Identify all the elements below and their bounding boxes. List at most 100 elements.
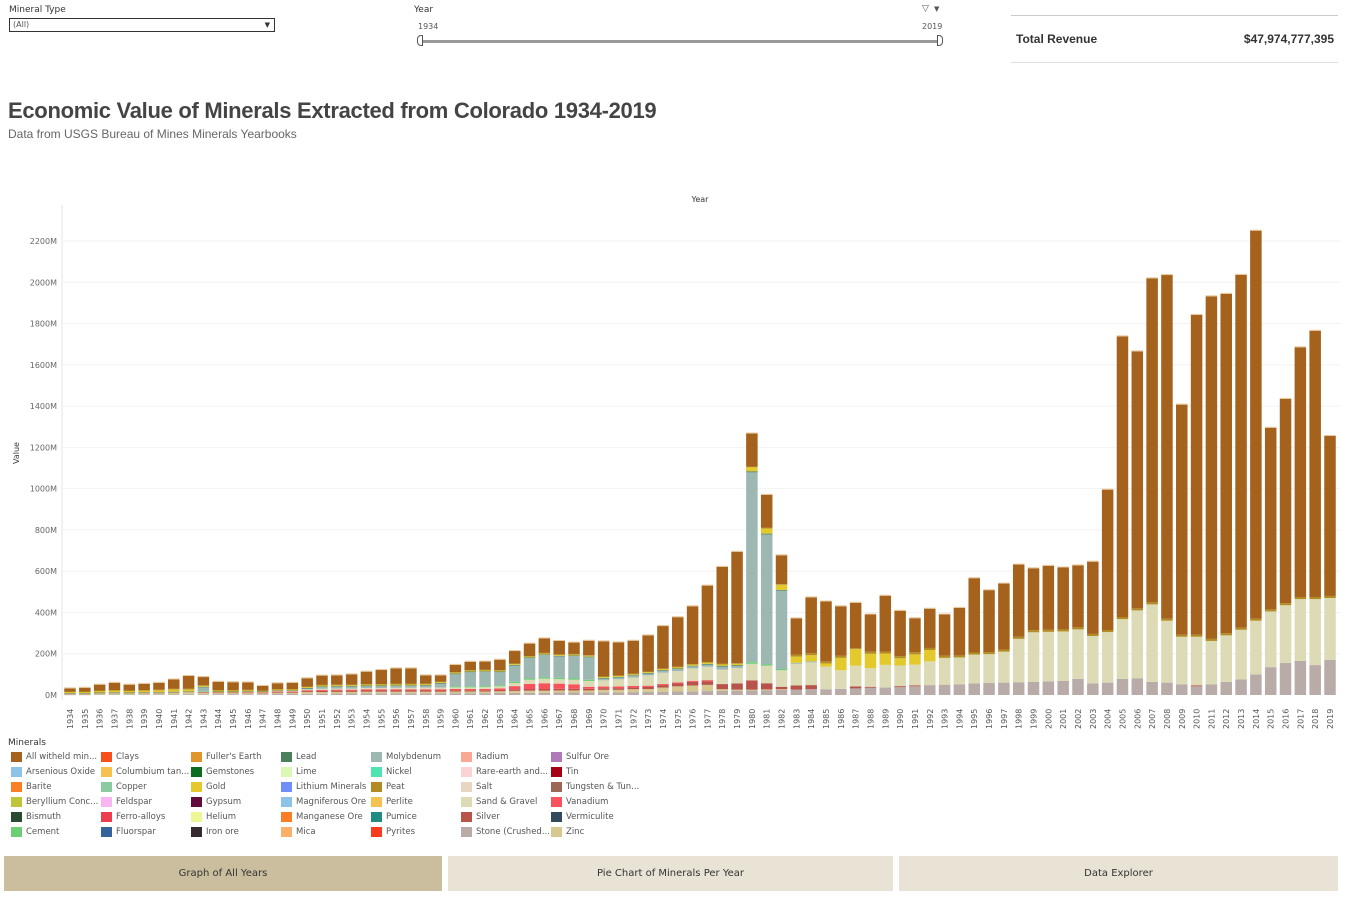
bar-segment[interactable] [938, 684, 951, 695]
bar-segment[interactable] [360, 687, 373, 690]
bar-segment[interactable] [153, 693, 165, 695]
bar-segment[interactable] [345, 684, 358, 686]
bar-segment[interactable] [1235, 627, 1247, 630]
bar-segment[interactable] [420, 691, 432, 694]
bar-segment[interactable] [701, 662, 714, 664]
bar-segment[interactable] [657, 668, 669, 671]
bar-segment[interactable] [449, 664, 462, 673]
bar-segment[interactable] [331, 685, 343, 687]
bar-segment[interactable] [835, 606, 847, 656]
bar-segment[interactable] [434, 693, 447, 695]
bar-stack-1971[interactable] [612, 641, 625, 695]
bar-segment[interactable] [434, 682, 447, 684]
bar-segment[interactable] [716, 690, 728, 695]
bar-stack-1987[interactable] [849, 601, 862, 695]
bar-stack-1937[interactable] [108, 681, 121, 695]
tab-graph-of-all-years[interactable]: Graph of All Years [4, 856, 442, 891]
bar-stack-1945[interactable] [227, 681, 239, 695]
legend-item[interactable]: Mica [281, 827, 316, 837]
bar-segment[interactable] [657, 684, 669, 686]
bar-segment[interactable] [345, 689, 358, 691]
bar-segment[interactable] [93, 692, 106, 694]
bar-segment[interactable] [1116, 678, 1129, 695]
bar-segment[interactable] [197, 692, 210, 695]
bar-segment[interactable] [64, 694, 76, 696]
bar-segment[interactable] [1161, 618, 1173, 621]
bar-stack-1972[interactable] [627, 639, 640, 695]
bar-segment[interactable] [153, 690, 165, 693]
bar-segment[interactable] [1205, 684, 1218, 695]
bar-segment[interactable] [835, 670, 847, 689]
bar-segment[interactable] [1279, 603, 1292, 606]
bar-segment[interactable] [345, 685, 358, 687]
bar-segment[interactable] [479, 669, 491, 671]
bar-stack-2003[interactable] [1087, 560, 1099, 695]
bar-segment[interactable] [1220, 681, 1232, 695]
bar-segment[interactable] [345, 674, 358, 685]
bar-segment[interactable] [642, 673, 654, 676]
bar-segment[interactable] [938, 655, 951, 658]
bar-segment[interactable] [731, 551, 743, 664]
bar-segment[interactable] [345, 686, 358, 687]
bar-segment[interactable] [538, 677, 551, 679]
bar-segment[interactable] [894, 686, 906, 688]
legend-item[interactable]: Iron ore [191, 827, 239, 837]
bar-segment[interactable] [1294, 599, 1307, 661]
bar-segment[interactable] [701, 684, 714, 692]
bar-segment[interactable] [242, 694, 254, 695]
bar-segment[interactable] [212, 681, 224, 691]
bar-segment[interactable] [523, 679, 536, 684]
bar-segment[interactable] [420, 683, 432, 685]
bar-segment[interactable] [1190, 636, 1203, 686]
bar-segment[interactable] [331, 686, 343, 689]
bar-segment[interactable] [894, 656, 906, 659]
bar-segment[interactable] [316, 685, 328, 687]
bar-stack-2017[interactable] [1294, 346, 1307, 695]
bar-stack-1979[interactable] [731, 550, 743, 695]
legend-item[interactable]: Bismuth [11, 812, 61, 822]
bar-segment[interactable] [553, 692, 565, 695]
bar-segment[interactable] [760, 528, 773, 534]
bar-segment[interactable] [286, 689, 299, 691]
year-slider-track[interactable] [421, 40, 939, 43]
bar-segment[interactable] [568, 688, 580, 691]
bar-segment[interactable] [1027, 681, 1040, 695]
bar-segment[interactable] [731, 663, 743, 664]
bar-segment[interactable] [746, 433, 758, 467]
bar-segment[interactable] [805, 689, 817, 695]
bar-segment[interactable] [316, 692, 328, 694]
bar-stack-1997[interactable] [998, 582, 1010, 695]
bar-segment[interactable] [138, 692, 150, 694]
bar-segment[interactable] [508, 664, 521, 666]
bar-segment[interactable] [672, 666, 684, 668]
bar-segment[interactable] [390, 693, 402, 695]
bar-stack-2009[interactable] [1176, 403, 1188, 695]
bar-segment[interactable] [227, 682, 239, 691]
bar-segment[interactable] [924, 685, 936, 695]
bar-segment[interactable] [479, 687, 491, 690]
legend-item[interactable]: Columbium tan... [101, 767, 189, 777]
bar-stack-1963[interactable] [494, 658, 506, 695]
filter-icon[interactable]: ▽ [922, 4, 929, 14]
bar-segment[interactable] [494, 659, 506, 671]
bar-segment[interactable] [479, 671, 491, 672]
bar-segment[interactable] [583, 690, 595, 693]
bar-segment[interactable] [271, 689, 284, 690]
bar-segment[interactable] [568, 654, 580, 656]
bar-segment[interactable] [79, 694, 91, 696]
bar-segment[interactable] [746, 472, 758, 663]
bar-segment[interactable] [746, 680, 758, 690]
bar-segment[interactable] [301, 693, 313, 695]
bar-segment[interactable] [1072, 627, 1084, 630]
legend-item[interactable]: Radium [461, 752, 508, 762]
bar-segment[interactable] [568, 690, 580, 693]
bar-stack-2019[interactable] [1324, 435, 1336, 695]
bar-stack-1950[interactable] [301, 677, 313, 695]
bar-segment[interactable] [375, 685, 388, 688]
bar-stack-1980[interactable] [746, 432, 758, 695]
bar-stack-1959[interactable] [434, 674, 447, 695]
bar-segment[interactable] [731, 665, 743, 668]
bar-segment[interactable] [301, 690, 313, 692]
bar-segment[interactable] [79, 691, 91, 694]
legend-item[interactable]: Cement [11, 827, 59, 837]
